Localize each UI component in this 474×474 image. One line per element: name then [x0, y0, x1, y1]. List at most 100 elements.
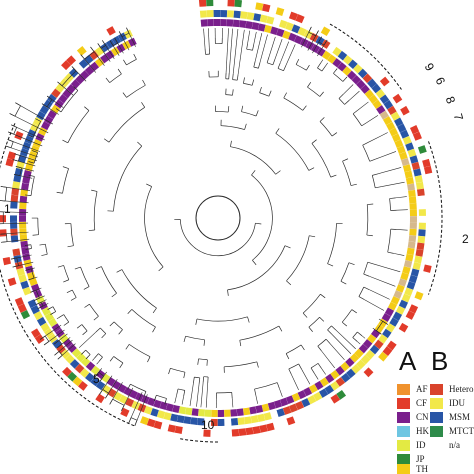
leaf-branch — [57, 337, 71, 349]
internal-branch — [331, 325, 337, 331]
ring-b-segment — [417, 235, 426, 244]
internal-branch — [27, 134, 34, 138]
internal-arc — [109, 73, 122, 83]
ring-a-segment — [19, 195, 28, 203]
internal-branch — [363, 286, 370, 290]
ring-a-segment — [185, 407, 193, 416]
internal-arc — [307, 86, 321, 97]
internal-arc — [232, 79, 238, 81]
internal-branch — [253, 61, 256, 68]
ring-c-marker — [167, 424, 176, 433]
legend-a-label: ID — [416, 440, 426, 450]
ring-a-segment — [330, 369, 340, 380]
ring-b-segment — [340, 372, 351, 383]
leaf-branch — [12, 159, 36, 167]
internal-branch — [288, 368, 292, 375]
internal-branch — [317, 363, 322, 369]
internal-arc — [14, 105, 21, 117]
internal-branch — [141, 102, 146, 108]
internal-branch — [259, 86, 262, 93]
internal-branch — [327, 263, 334, 267]
internal-branch — [41, 253, 48, 256]
internal-arc — [100, 327, 107, 334]
leaf-branch — [97, 43, 111, 62]
ring-b-segment — [272, 17, 281, 27]
ring-a-segment — [342, 66, 352, 76]
internal-branch — [35, 118, 41, 122]
ring-c-marker — [423, 264, 432, 273]
legend-b-label: Hetero — [449, 384, 474, 394]
ring-b-segment — [414, 175, 423, 183]
internal-branch — [252, 260, 257, 266]
leaf-branch — [301, 369, 311, 385]
internal-branch — [344, 100, 350, 105]
internal-branch — [327, 329, 332, 335]
swatch-id — [397, 439, 410, 451]
ring-a-segment — [379, 110, 389, 120]
leaf-branch — [313, 372, 319, 380]
ring-b-segment — [418, 209, 426, 216]
leaf-branch — [30, 287, 42, 293]
ring-c-marker — [405, 310, 416, 320]
internal-branch — [241, 105, 244, 112]
ring-a-segment — [376, 105, 386, 115]
internal-branch — [176, 388, 179, 395]
ring-a-segment — [404, 170, 413, 179]
ring-a-segment — [230, 409, 238, 417]
ring-a-segment — [356, 79, 366, 90]
internal-branch — [183, 390, 186, 397]
ring-a-segment — [362, 339, 373, 349]
ring-c-marker — [61, 60, 71, 71]
internal-arc — [113, 356, 124, 364]
ring-c-marker — [20, 309, 31, 320]
leaf-branch — [357, 341, 361, 345]
internal-branch — [251, 79, 255, 86]
ring-a-segment — [19, 202, 27, 210]
ring-b-segment — [176, 415, 185, 424]
ring-c-marker — [400, 105, 410, 116]
ring-a-segment — [198, 409, 205, 417]
ring-c-marker — [67, 371, 78, 382]
ring-b-segment — [369, 344, 380, 355]
internal-arc — [389, 198, 391, 211]
ring-b-segment — [206, 10, 214, 18]
internal-arc — [311, 143, 332, 178]
ring-c-marker — [0, 229, 7, 237]
leaf-branch — [50, 312, 54, 315]
ring-c-marker — [382, 346, 393, 357]
ring-b-segment — [107, 388, 117, 398]
internal-arc — [358, 286, 365, 297]
internal-branch — [147, 356, 151, 363]
ring-b-segment — [89, 50, 99, 61]
legend-a-item-id: ID — [397, 438, 426, 452]
internal-branch — [66, 289, 73, 293]
ring-b-segment — [318, 388, 329, 398]
internal-branch — [70, 297, 77, 301]
internal-branch — [320, 293, 326, 299]
internal-branch — [239, 340, 242, 347]
ring-a-segment — [358, 343, 369, 354]
internal-arc — [6, 233, 8, 242]
leaf-branch — [46, 95, 64, 108]
ring-c-marker — [174, 425, 183, 434]
internal-branch — [232, 73, 234, 80]
ring-b-segment — [24, 135, 34, 145]
leaf-branch — [90, 46, 105, 66]
ring-c-marker — [320, 26, 331, 36]
ring-a-segment — [207, 19, 214, 27]
ring-c-marker — [231, 429, 240, 437]
ring-a-segment — [76, 352, 86, 363]
internal-branch — [62, 139, 68, 144]
leaf-branch — [15, 166, 34, 172]
internal-arc — [45, 244, 48, 255]
legend-b-item-msm: MSM — [430, 410, 470, 424]
ring-c-marker — [106, 26, 116, 36]
internal-arc — [340, 262, 350, 282]
ring-a-segment — [398, 278, 407, 287]
ring-b-segment — [387, 105, 397, 116]
ring-a-segment — [117, 383, 127, 393]
annotation-rings — [0, 0, 433, 437]
ring-b-segment — [383, 100, 394, 110]
leaf-branch — [134, 394, 148, 426]
leaf-branch — [336, 68, 338, 70]
